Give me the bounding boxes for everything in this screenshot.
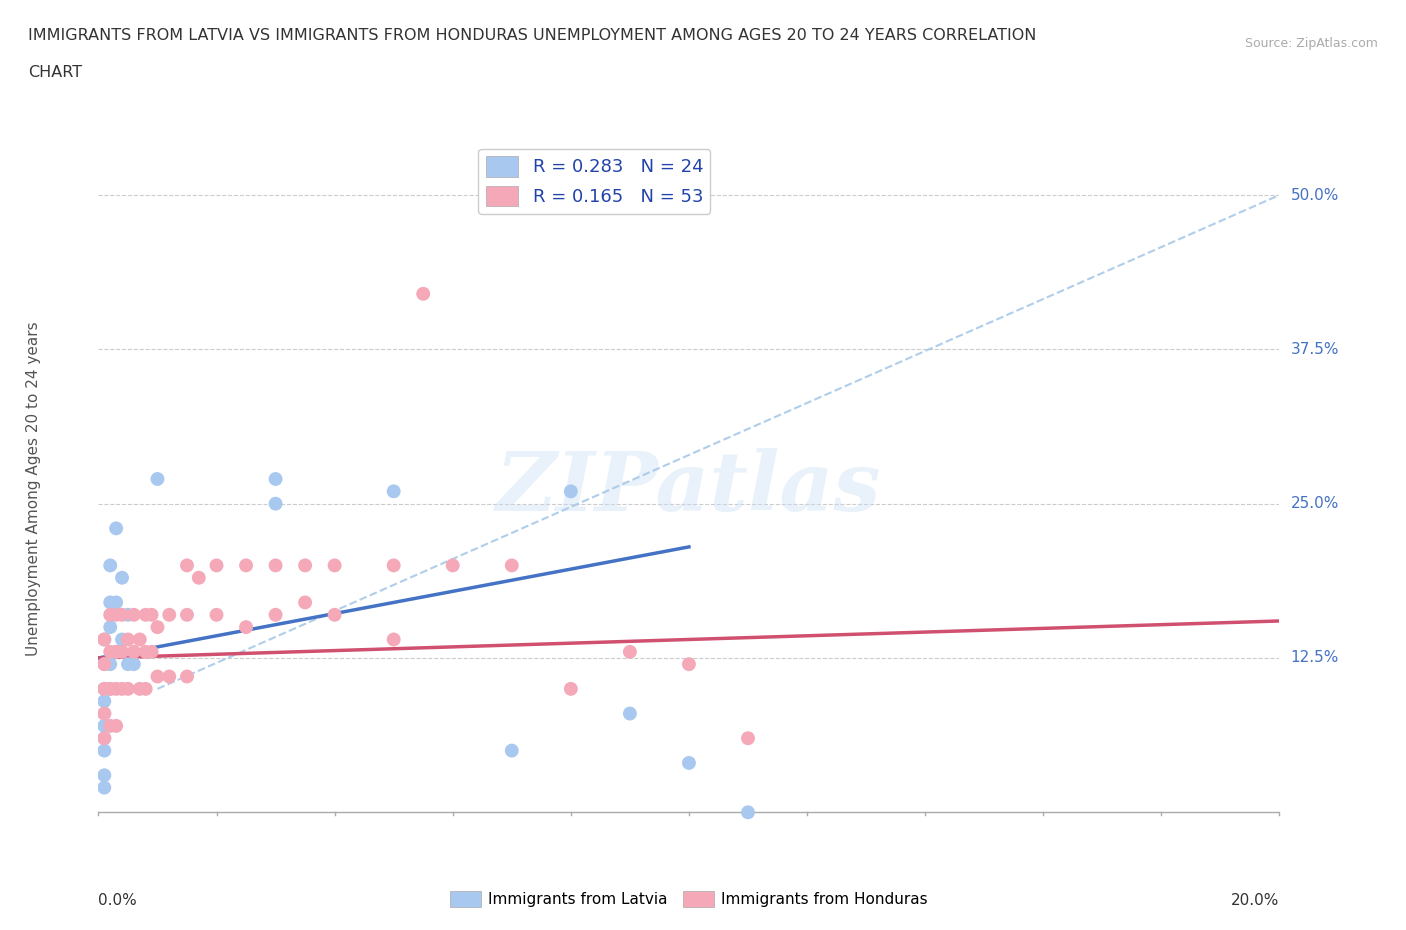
Point: [264, 472, 287, 486]
Point: [117, 657, 139, 671]
Point: [323, 558, 346, 573]
Point: [146, 472, 169, 486]
Legend: R = 0.283   N = 24, R = 0.165   N = 53: R = 0.283 N = 24, R = 0.165 N = 53: [478, 149, 710, 214]
Point: [619, 644, 641, 659]
Text: Source: ZipAtlas.com: Source: ZipAtlas.com: [1244, 37, 1378, 50]
Point: [105, 607, 128, 622]
Point: [678, 657, 700, 671]
Point: [98, 682, 121, 697]
Point: [111, 570, 134, 585]
Text: 25.0%: 25.0%: [1291, 497, 1339, 512]
Point: [93, 657, 115, 671]
Point: [128, 682, 150, 697]
Point: [117, 682, 139, 697]
Point: [98, 607, 121, 622]
Point: [187, 570, 209, 585]
Point: [111, 607, 134, 622]
Point: [264, 607, 287, 622]
Legend: Immigrants from Latvia, Immigrants from Honduras: Immigrants from Latvia, Immigrants from …: [444, 884, 934, 913]
Point: [128, 632, 150, 647]
Point: [98, 719, 121, 734]
Point: [235, 619, 257, 634]
Point: [98, 657, 121, 671]
Point: [117, 607, 139, 622]
Text: Unemployment Among Ages 20 to 24 years: Unemployment Among Ages 20 to 24 years: [25, 321, 41, 656]
Point: [98, 558, 121, 573]
Point: [176, 607, 198, 622]
Point: [382, 484, 405, 498]
Text: ZIPatlas: ZIPatlas: [496, 448, 882, 528]
Point: [122, 644, 145, 659]
Point: [146, 619, 169, 634]
Point: [105, 644, 128, 659]
Point: [98, 644, 121, 659]
Point: [98, 682, 121, 697]
Point: [146, 669, 169, 684]
Point: [157, 669, 180, 684]
Point: [105, 644, 128, 659]
Point: [93, 706, 115, 721]
Point: [93, 743, 115, 758]
Point: [412, 286, 434, 301]
Point: [205, 607, 228, 622]
Point: [93, 657, 115, 671]
Point: [105, 595, 128, 610]
Point: [111, 644, 134, 659]
Point: [501, 743, 523, 758]
Point: [93, 731, 115, 746]
Point: [501, 558, 523, 573]
Point: [93, 719, 115, 734]
Point: [93, 694, 115, 709]
Point: [105, 682, 128, 697]
Text: IMMIGRANTS FROM LATVIA VS IMMIGRANTS FROM HONDURAS UNEMPLOYMENT AMONG AGES 20 TO: IMMIGRANTS FROM LATVIA VS IMMIGRANTS FRO…: [28, 28, 1036, 43]
Point: [141, 607, 163, 622]
Point: [441, 558, 464, 573]
Text: 20.0%: 20.0%: [1232, 893, 1279, 908]
Point: [619, 706, 641, 721]
Point: [737, 731, 759, 746]
Text: 12.5%: 12.5%: [1291, 650, 1339, 666]
Point: [264, 558, 287, 573]
Point: [93, 632, 115, 647]
Point: [117, 632, 139, 647]
Point: [122, 607, 145, 622]
Point: [678, 755, 700, 770]
Point: [382, 558, 405, 573]
Point: [264, 497, 287, 512]
Point: [135, 682, 157, 697]
Point: [135, 644, 157, 659]
Text: 37.5%: 37.5%: [1291, 342, 1339, 357]
Point: [93, 706, 115, 721]
Point: [111, 682, 134, 697]
Point: [737, 804, 759, 819]
Point: [93, 632, 115, 647]
Point: [93, 780, 115, 795]
Point: [98, 619, 121, 634]
Text: 50.0%: 50.0%: [1291, 188, 1339, 203]
Point: [323, 607, 346, 622]
Point: [382, 632, 405, 647]
Point: [141, 644, 163, 659]
Point: [93, 682, 115, 697]
Point: [157, 607, 180, 622]
Point: [294, 558, 316, 573]
Point: [176, 669, 198, 684]
Point: [93, 682, 115, 697]
Point: [93, 768, 115, 783]
Point: [98, 595, 121, 610]
Point: [560, 484, 582, 498]
Point: [135, 607, 157, 622]
Point: [294, 595, 316, 610]
Point: [93, 731, 115, 746]
Point: [105, 521, 128, 536]
Point: [560, 682, 582, 697]
Point: [122, 657, 145, 671]
Point: [105, 719, 128, 734]
Point: [111, 632, 134, 647]
Point: [205, 558, 228, 573]
Text: CHART: CHART: [28, 65, 82, 80]
Text: 0.0%: 0.0%: [98, 893, 138, 908]
Point: [176, 558, 198, 573]
Point: [235, 558, 257, 573]
